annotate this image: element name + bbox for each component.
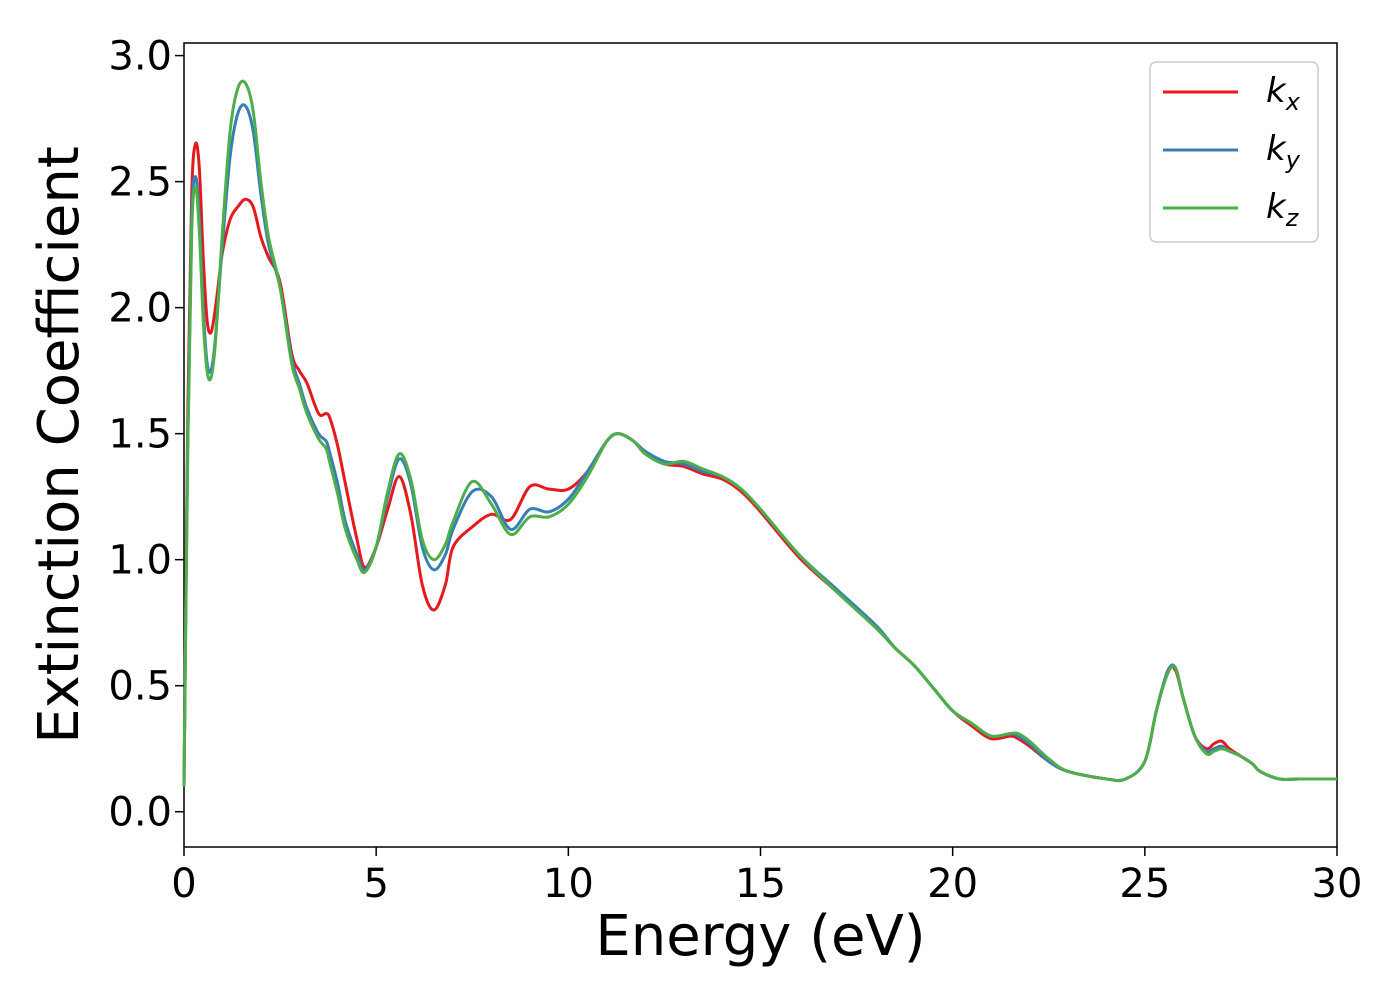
series-layer — [182, 79, 1337, 787]
x-tick-label: 20 — [927, 861, 978, 907]
series-line-kz — [182, 79, 1337, 787]
y-tick-label: 2.5 — [108, 160, 172, 206]
y-tick-label: 3.0 — [108, 34, 172, 80]
legend-label-kx: kx — [1266, 71, 1301, 116]
legend-box — [1149, 61, 1319, 243]
x-tick-label: 15 — [735, 861, 786, 907]
x-axis-label: Energy (eV) — [595, 904, 925, 969]
y-axis-label: Extinction Coefficient — [27, 146, 92, 744]
x-tick-label: 5 — [363, 861, 388, 907]
x-tick-label: 10 — [543, 861, 594, 907]
y-tick-label: 1.5 — [108, 412, 172, 458]
y-axis-ticks: 0.0 0.5 1.0 1.5 2.0 2.5 3.0 — [108, 34, 184, 836]
y-tick-label: 0.0 — [108, 790, 172, 836]
legend-label-ky: ky — [1266, 129, 1301, 174]
y-tick-label: 1.0 — [108, 538, 172, 584]
legend: kx ky kz — [1149, 61, 1319, 243]
x-tick-label: 25 — [1119, 861, 1170, 907]
legend-label-kz: kz — [1266, 187, 1300, 232]
x-tick-label: 0 — [171, 861, 196, 907]
y-tick-label: 2.0 — [108, 286, 172, 332]
x-axis-ticks: 0 5 10 15 20 25 30 — [171, 847, 1362, 907]
y-tick-label: 0.5 — [108, 664, 172, 710]
x-tick-label: 30 — [1312, 861, 1363, 907]
